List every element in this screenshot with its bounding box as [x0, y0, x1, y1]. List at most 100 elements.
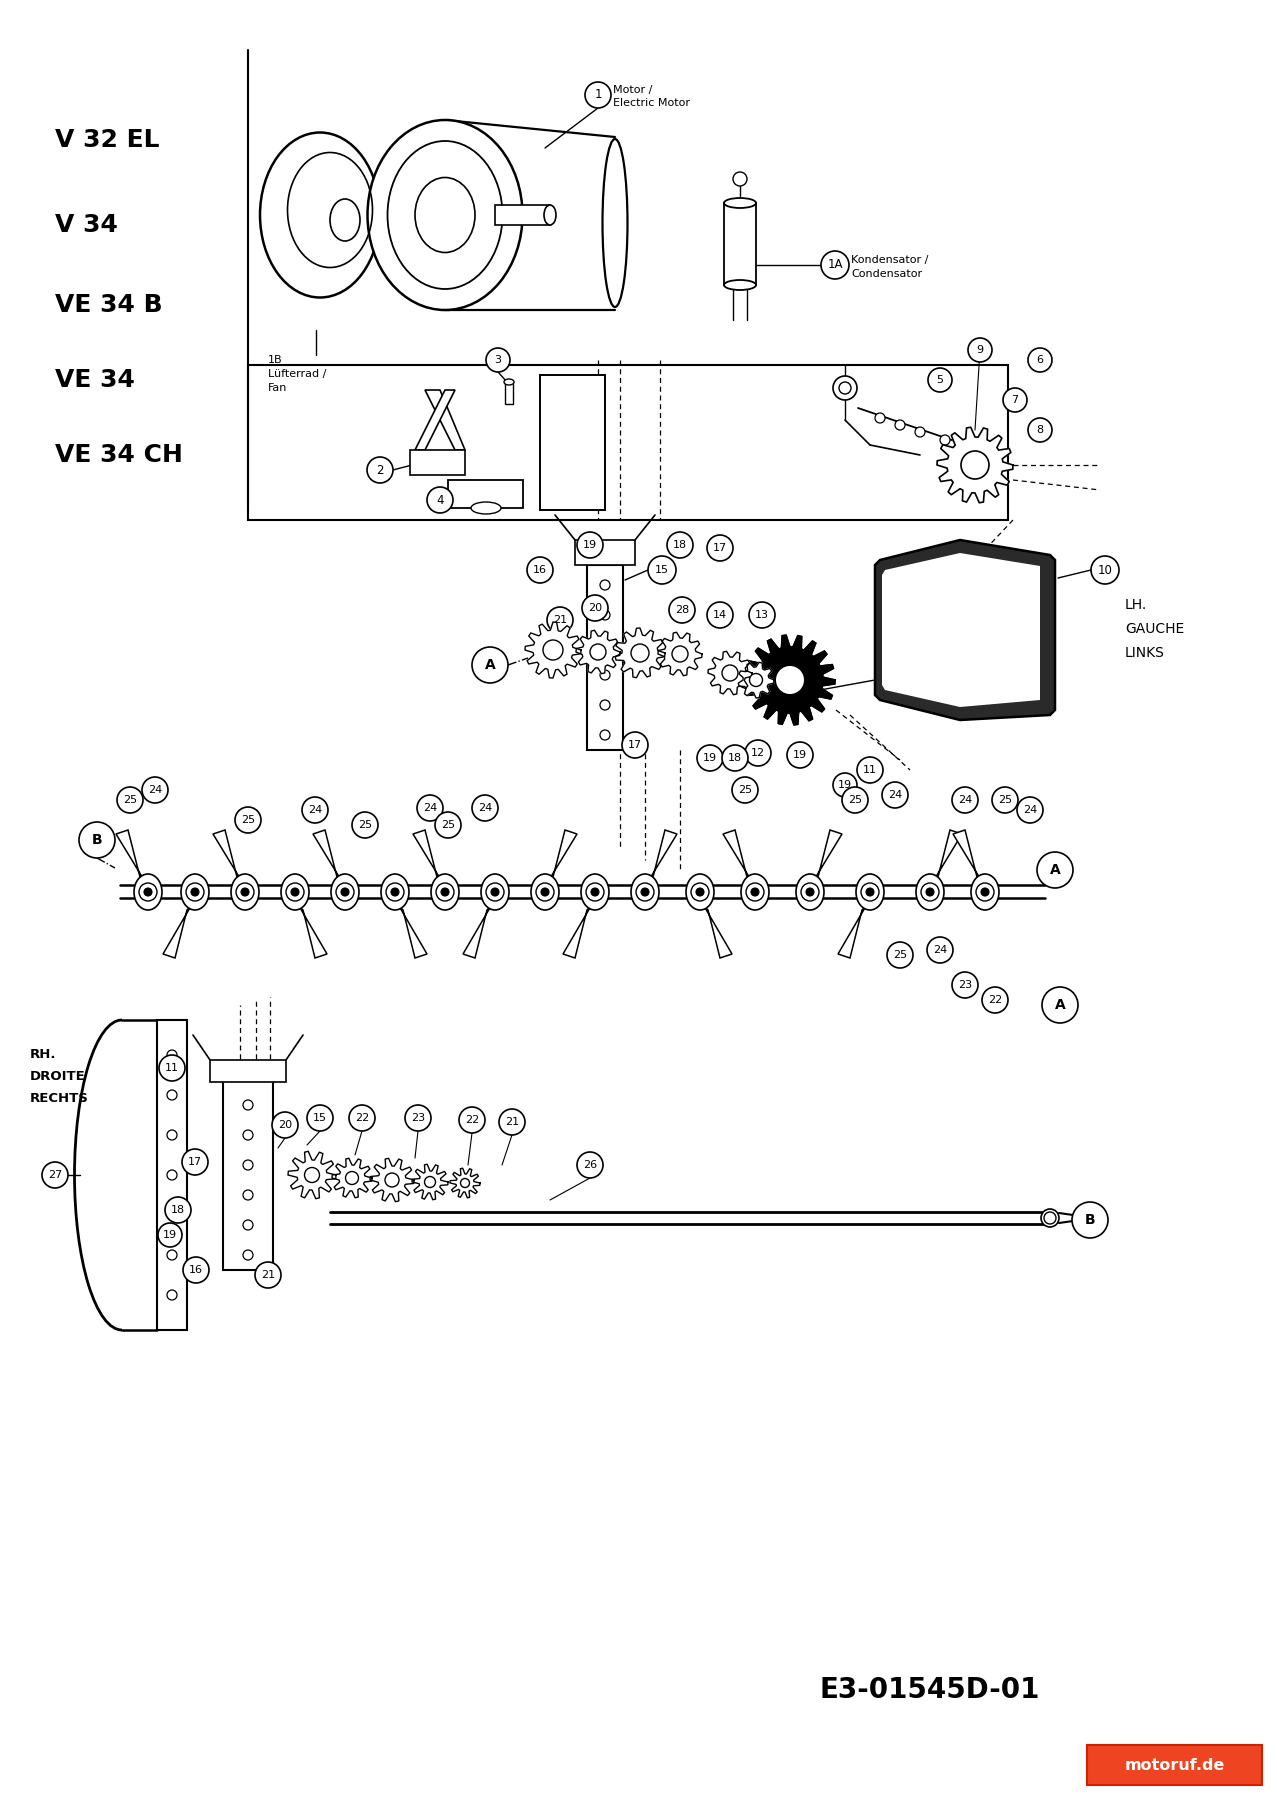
- Circle shape: [833, 376, 857, 400]
- Circle shape: [1045, 1211, 1056, 1224]
- Circle shape: [590, 644, 607, 661]
- Ellipse shape: [741, 875, 769, 911]
- Text: 27: 27: [47, 1170, 63, 1181]
- Circle shape: [976, 884, 994, 902]
- Ellipse shape: [231, 875, 259, 911]
- Circle shape: [1028, 347, 1052, 373]
- Circle shape: [418, 796, 443, 821]
- Circle shape: [707, 601, 733, 628]
- Text: 24: 24: [958, 796, 972, 805]
- Bar: [157, 1021, 186, 1330]
- Text: 24: 24: [888, 790, 902, 799]
- Polygon shape: [738, 662, 774, 698]
- Text: 13: 13: [755, 610, 769, 619]
- Text: 25: 25: [123, 796, 137, 805]
- Circle shape: [117, 787, 143, 814]
- Text: A: A: [1050, 862, 1060, 877]
- Text: 25: 25: [441, 821, 455, 830]
- Text: 9: 9: [977, 346, 983, 355]
- Text: 25: 25: [241, 815, 255, 824]
- Ellipse shape: [686, 875, 714, 911]
- Ellipse shape: [181, 875, 209, 911]
- Circle shape: [346, 1172, 359, 1184]
- Circle shape: [801, 884, 819, 902]
- Circle shape: [806, 887, 813, 896]
- Circle shape: [631, 644, 649, 662]
- Circle shape: [286, 884, 304, 902]
- Circle shape: [981, 887, 988, 896]
- Text: 23: 23: [958, 979, 972, 990]
- Text: 21: 21: [553, 616, 567, 625]
- Text: 1A: 1A: [827, 259, 843, 272]
- Circle shape: [541, 887, 549, 896]
- Circle shape: [982, 986, 1008, 1013]
- Circle shape: [600, 700, 610, 709]
- Circle shape: [349, 1105, 375, 1130]
- Polygon shape: [412, 1165, 448, 1201]
- Text: VE 34 CH: VE 34 CH: [55, 443, 183, 466]
- Text: 22: 22: [465, 1114, 479, 1125]
- Circle shape: [167, 1291, 178, 1300]
- Circle shape: [1091, 556, 1119, 583]
- Circle shape: [857, 758, 882, 783]
- Polygon shape: [450, 1168, 480, 1197]
- Circle shape: [167, 1130, 178, 1139]
- Text: 10: 10: [1097, 563, 1112, 576]
- Bar: [410, 450, 465, 475]
- Circle shape: [243, 1190, 253, 1201]
- Text: 25: 25: [358, 821, 372, 830]
- Text: 20: 20: [278, 1120, 292, 1130]
- Circle shape: [243, 1159, 253, 1170]
- Circle shape: [992, 787, 1018, 814]
- Circle shape: [636, 884, 654, 902]
- Circle shape: [441, 887, 450, 896]
- Polygon shape: [658, 632, 702, 675]
- Text: 22: 22: [355, 1112, 369, 1123]
- Circle shape: [928, 367, 951, 392]
- Circle shape: [158, 1222, 183, 1247]
- Circle shape: [366, 457, 393, 482]
- Circle shape: [732, 778, 759, 803]
- Text: 20: 20: [587, 603, 601, 614]
- Ellipse shape: [544, 205, 555, 225]
- Circle shape: [895, 419, 905, 430]
- Text: 21: 21: [504, 1118, 518, 1127]
- Circle shape: [139, 884, 157, 902]
- Circle shape: [622, 733, 647, 758]
- Circle shape: [243, 1220, 253, 1229]
- Ellipse shape: [796, 875, 824, 911]
- Text: 15: 15: [655, 565, 669, 574]
- Polygon shape: [744, 635, 835, 725]
- Polygon shape: [412, 830, 441, 880]
- Polygon shape: [299, 905, 327, 958]
- Text: 8: 8: [1037, 425, 1043, 436]
- Circle shape: [183, 1148, 208, 1175]
- Text: 24: 24: [478, 803, 492, 814]
- Polygon shape: [163, 905, 192, 958]
- Circle shape: [386, 884, 404, 902]
- Circle shape: [746, 884, 764, 902]
- Ellipse shape: [724, 198, 756, 209]
- Circle shape: [243, 1100, 253, 1111]
- Text: VE 34 B: VE 34 B: [55, 293, 162, 317]
- Circle shape: [696, 887, 704, 896]
- Polygon shape: [616, 628, 665, 679]
- Circle shape: [427, 488, 453, 513]
- Circle shape: [962, 452, 988, 479]
- Text: 15: 15: [313, 1112, 327, 1123]
- Ellipse shape: [261, 133, 381, 297]
- Text: 24: 24: [1023, 805, 1037, 815]
- Text: 22: 22: [988, 995, 1002, 1004]
- Text: 24: 24: [423, 803, 437, 814]
- Text: 3: 3: [494, 355, 502, 365]
- Circle shape: [787, 742, 813, 769]
- Circle shape: [527, 556, 553, 583]
- Polygon shape: [933, 830, 962, 880]
- Bar: [504, 382, 513, 403]
- Circle shape: [42, 1163, 68, 1188]
- Circle shape: [458, 1107, 485, 1132]
- Circle shape: [875, 412, 885, 423]
- Text: 28: 28: [674, 605, 690, 616]
- Circle shape: [591, 887, 599, 896]
- Circle shape: [647, 556, 676, 583]
